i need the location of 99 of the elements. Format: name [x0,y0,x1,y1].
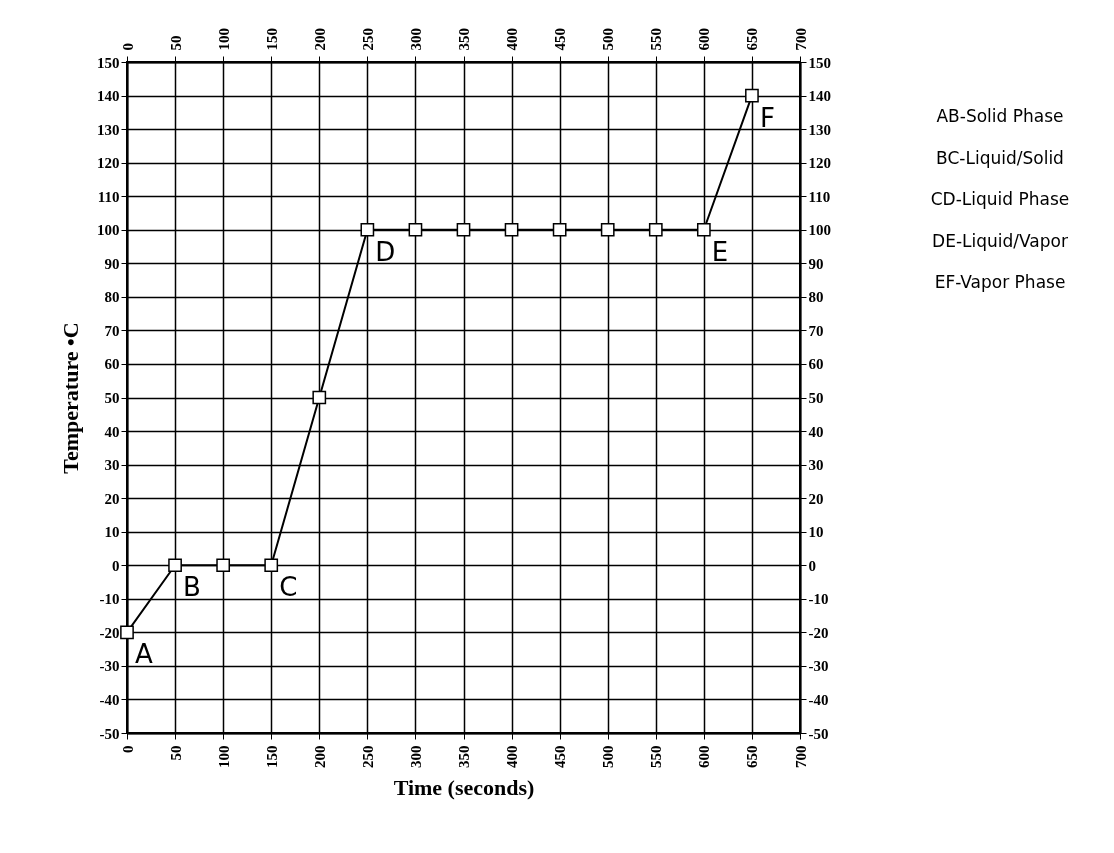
x2-tick-label: 200 [311,28,328,51]
x2-tick-label: 700 [792,28,809,51]
y-tick-label: -50 [99,725,120,742]
x-tick-label: 50 [167,745,184,761]
y-tick-label: 110 [97,188,120,205]
y2-tick-label: 140 [808,88,831,105]
x-tick-label: 200 [311,745,328,768]
text: BC-Liquid/Solid [936,147,1064,168]
x2-tick-label: 300 [407,28,424,51]
point [696,222,711,237]
point [312,390,327,405]
annotation: D [375,236,396,267]
y2-tick-label: 40 [808,423,824,440]
point [216,558,231,573]
x2-tick-label: 550 [648,28,665,51]
x2-tick-label: 600 [696,28,713,51]
y2-tick-label: 50 [808,390,824,406]
x-tick-label: 450 [552,745,569,768]
y-tick-label: 20 [104,490,120,507]
x2-tick-label: 350 [456,28,472,51]
y2-tick-label: 20 [808,490,824,507]
text: EF-Vapor Phase [934,272,1066,292]
y-tick-label: -20 [99,624,120,641]
x2-tick-label: 450 [552,28,569,51]
point [360,222,375,237]
point [552,222,567,237]
annotation: C [279,572,298,603]
x-tick-label: 350 [456,745,472,768]
y-tick-label: -10 [99,591,120,608]
x2-tick-label: 650 [744,28,761,51]
y2-tick-label: 100 [808,222,831,239]
y2-tick-label: 30 [808,457,824,474]
x-tick-label: 300 [407,745,424,768]
x2-tick-label: 50 [167,35,184,51]
y-tick-label: -30 [99,658,120,675]
y2-tick-label: 130 [808,121,831,138]
x-axis-title: Time (seconds) [393,775,535,800]
y2-tick-label: 70 [808,322,824,339]
y2-tick-label: 120 [808,155,831,172]
y2-tick-label: 60 [808,356,824,373]
point [408,222,423,237]
point [745,88,759,103]
y-tick-label: 50 [104,390,120,406]
text: CD-Liquid Phase [930,189,1070,209]
y-tick-label: -40 [99,691,120,708]
y-tick-label: 120 [97,155,120,172]
x2-tick-label: 250 [359,28,376,51]
text: DE-Liquid/Vapor [932,230,1068,251]
x2-tick-label: 500 [600,28,617,51]
x-tick-label: 400 [504,745,521,768]
x2-tick-label: 400 [504,28,521,51]
y2-tick-label: -40 [808,691,829,708]
annotation: A [135,639,153,670]
annotation: B [183,572,201,603]
point [648,222,663,237]
x2-tick-label: 100 [215,28,232,51]
y-tick-label: 70 [104,322,120,339]
y-tick-label: 40 [104,423,120,440]
x-tick-label: 550 [648,745,665,768]
point [456,222,471,237]
point [600,222,615,237]
annotation: E [711,236,729,267]
y-tick-label: 100 [97,222,120,239]
y2-tick-label: 110 [808,188,831,205]
y-axis-title: Temperature •C [58,322,83,474]
y-tick-label: 60 [104,356,120,373]
y-tick-label: 30 [104,457,120,474]
y2-tick-label: 80 [808,289,824,306]
x-tick-label: 100 [215,745,232,768]
y2-tick-label: -50 [808,725,829,742]
y2-tick-label: -20 [808,624,829,641]
y-tick-label: 140 [97,88,120,105]
y-tick-label: 10 [104,524,120,541]
y2-tick-label: 90 [808,255,824,272]
y2-tick-label: 10 [808,524,824,541]
point [168,558,182,573]
point [120,625,134,640]
x-tick-label: 250 [359,745,376,768]
x-tick-label: 150 [263,745,280,768]
y2-tick-label: 0 [808,557,816,574]
x-tick-label: 650 [744,745,761,768]
annotation: F [759,102,775,133]
y-tick-label: 0 [112,557,120,574]
point [264,558,279,573]
point [504,222,519,237]
y-tick-label: 130 [97,121,120,138]
x-tick-label: 0 [119,745,136,753]
text: AB-Solid Phase [936,106,1064,126]
x2-tick-label: 150 [263,28,280,51]
y-tick-label: 80 [104,289,120,306]
y2-tick-label: -10 [808,591,829,608]
x-tick-label: 500 [600,745,617,768]
x-tick-label: 600 [696,745,713,768]
y-tick-label: 150 [97,54,120,71]
y2-tick-label: 150 [808,54,831,71]
x-tick-label: 700 [792,745,809,768]
x2-tick-label: 0 [119,43,136,51]
y2-tick-label: -30 [808,658,829,675]
y-tick-label: 90 [104,255,120,272]
